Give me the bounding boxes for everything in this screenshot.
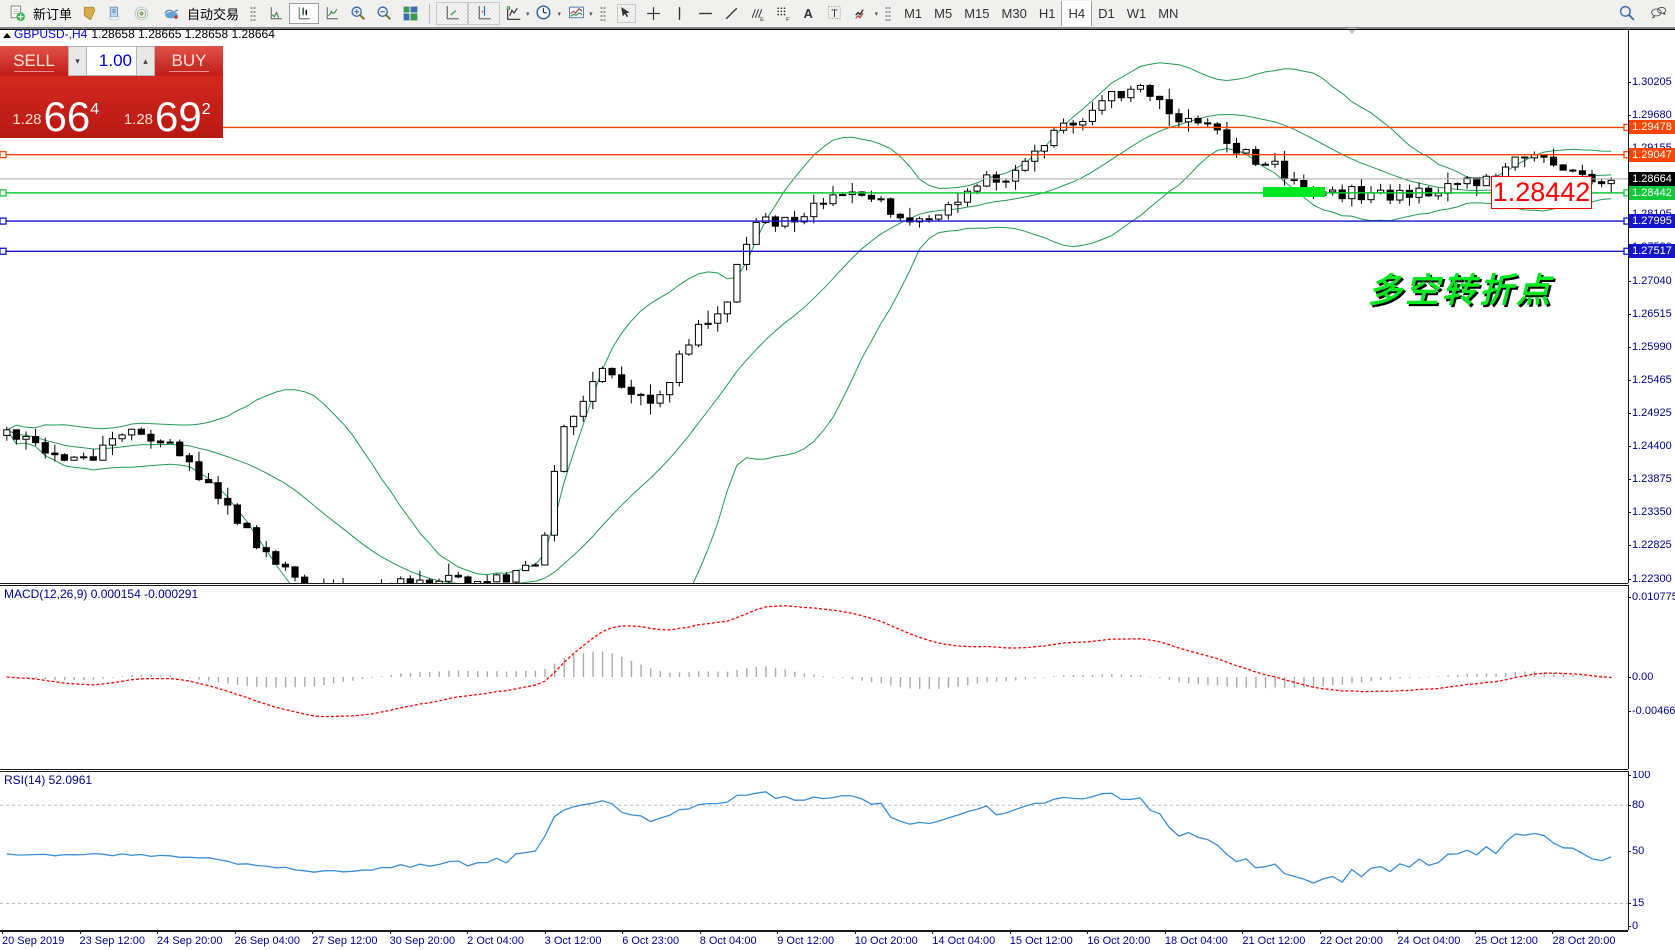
svg-text:T: T [831, 8, 838, 20]
svg-text:A: A [804, 6, 813, 21]
svg-text:E: E [760, 17, 764, 22]
svg-text:F: F [786, 17, 790, 22]
